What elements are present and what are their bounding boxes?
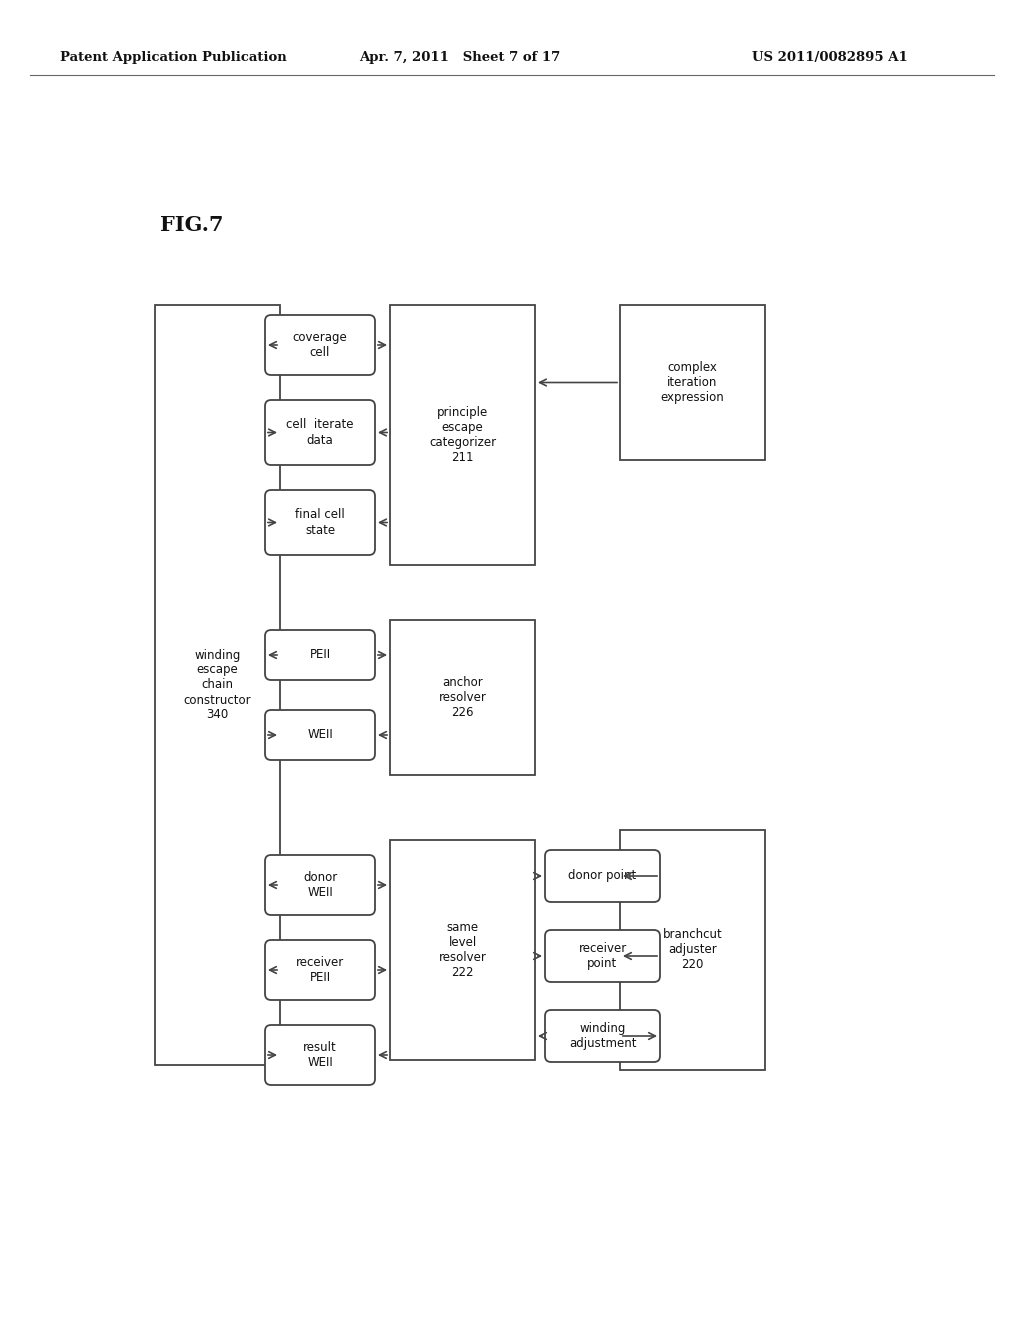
Text: complex
iteration
expression: complex iteration expression xyxy=(660,360,724,404)
FancyBboxPatch shape xyxy=(620,830,765,1071)
FancyBboxPatch shape xyxy=(265,1026,375,1085)
FancyBboxPatch shape xyxy=(545,931,660,982)
Text: donor
WEII: donor WEII xyxy=(303,871,337,899)
FancyBboxPatch shape xyxy=(265,710,375,760)
Text: receiver
point: receiver point xyxy=(579,942,627,970)
Text: coverage
cell: coverage cell xyxy=(293,331,347,359)
Text: result
WEII: result WEII xyxy=(303,1041,337,1069)
Text: donor point: donor point xyxy=(568,870,637,883)
Text: FIG.7: FIG.7 xyxy=(160,215,223,235)
FancyBboxPatch shape xyxy=(390,620,535,775)
FancyBboxPatch shape xyxy=(390,305,535,565)
Text: principle
escape
categorizer
211: principle escape categorizer 211 xyxy=(429,407,496,465)
FancyBboxPatch shape xyxy=(265,630,375,680)
FancyBboxPatch shape xyxy=(620,305,765,459)
Text: winding
escape
chain
constructor
340: winding escape chain constructor 340 xyxy=(183,648,251,722)
FancyBboxPatch shape xyxy=(390,840,535,1060)
Text: PEII: PEII xyxy=(309,648,331,661)
Text: Apr. 7, 2011   Sheet 7 of 17: Apr. 7, 2011 Sheet 7 of 17 xyxy=(359,51,560,65)
FancyBboxPatch shape xyxy=(265,940,375,1001)
Text: anchor
resolver
226: anchor resolver 226 xyxy=(438,676,486,719)
FancyBboxPatch shape xyxy=(265,855,375,915)
Text: Patent Application Publication: Patent Application Publication xyxy=(60,51,287,65)
FancyBboxPatch shape xyxy=(265,315,375,375)
FancyBboxPatch shape xyxy=(545,850,660,902)
FancyBboxPatch shape xyxy=(265,490,375,554)
FancyBboxPatch shape xyxy=(265,400,375,465)
Text: same
level
resolver
222: same level resolver 222 xyxy=(438,921,486,979)
FancyBboxPatch shape xyxy=(155,305,280,1065)
Text: winding
adjustment: winding adjustment xyxy=(568,1022,636,1049)
Text: US 2011/0082895 A1: US 2011/0082895 A1 xyxy=(752,51,908,65)
Text: branchcut
adjuster
220: branchcut adjuster 220 xyxy=(663,928,722,972)
Text: final cell
state: final cell state xyxy=(295,508,345,536)
Text: receiver
PEII: receiver PEII xyxy=(296,956,344,983)
Text: WEII: WEII xyxy=(307,729,333,742)
Text: cell  iterate
data: cell iterate data xyxy=(287,418,353,446)
FancyBboxPatch shape xyxy=(545,1010,660,1063)
